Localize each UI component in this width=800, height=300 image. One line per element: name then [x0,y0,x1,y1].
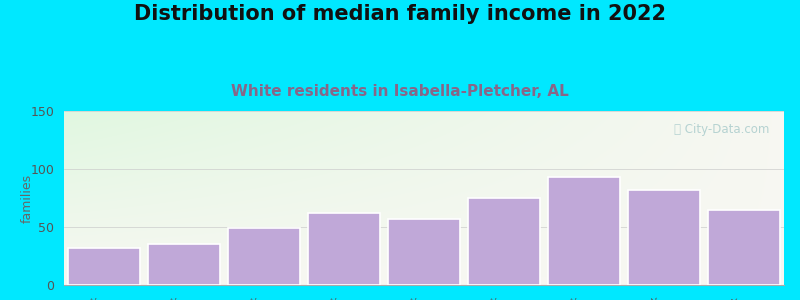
Bar [468,198,540,285]
Bar [388,219,460,285]
Bar [708,210,780,285]
Bar [308,213,380,285]
Bar [68,248,140,285]
Bar [148,244,220,285]
Text: ⓘ City-Data.com: ⓘ City-Data.com [674,123,770,136]
Y-axis label: families: families [21,173,34,223]
Text: White residents in Isabella-Pletcher, AL: White residents in Isabella-Pletcher, AL [231,84,569,99]
Bar [548,177,620,285]
Bar [628,190,700,285]
Text: Distribution of median family income in 2022: Distribution of median family income in … [134,4,666,25]
Bar [228,228,300,285]
